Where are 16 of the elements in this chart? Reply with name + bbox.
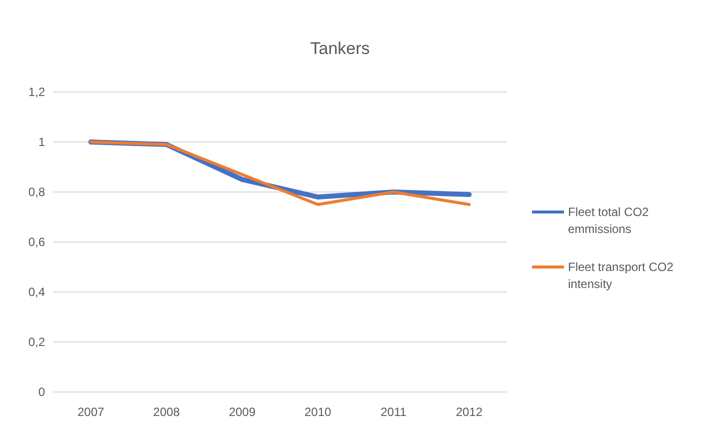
chart-title: Tankers xyxy=(310,39,370,58)
x-tick-label: 2007 xyxy=(77,405,105,419)
legend-label: Fleet total CO2 emmissions xyxy=(568,205,650,236)
x-tick-label: 2011 xyxy=(380,405,407,419)
x-tick-label: 2008 xyxy=(153,405,180,419)
y-tick-label: 1 xyxy=(38,135,46,150)
x-tick-label: 2010 xyxy=(304,405,332,419)
y-tick-label: 0 xyxy=(38,385,46,400)
y-tick-label: 0,8 xyxy=(28,185,46,200)
y-tick-label: 0,4 xyxy=(28,285,46,300)
x-tick-label: 2012 xyxy=(456,405,483,419)
y-tick-label: 1,2 xyxy=(28,85,46,100)
legend-label: Fleet transport CO2 intensity xyxy=(568,260,674,292)
y-tick-label: 0,6 xyxy=(28,235,46,250)
y-tick-label: 0,2 xyxy=(28,335,46,350)
x-tick-label: 2009 xyxy=(228,405,256,419)
